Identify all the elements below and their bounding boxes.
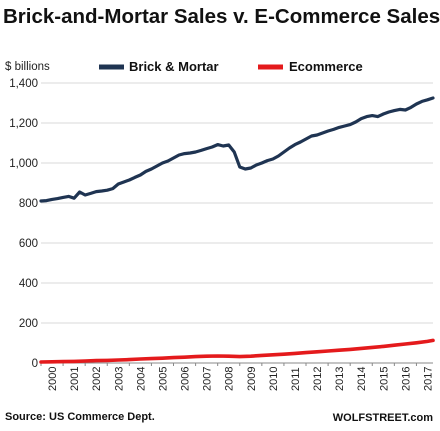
x-tick-label: 2001 xyxy=(69,367,81,391)
x-tick-label: 2003 xyxy=(113,367,125,391)
x-tick-label: 2010 xyxy=(268,367,280,391)
y-tick-label: 600 xyxy=(19,238,38,250)
chart-title: Brick-and-Mortar Sales v. E-Commerce Sal… xyxy=(3,5,440,28)
x-tick-label: 2017 xyxy=(422,367,434,391)
x-tick-label: 2000 xyxy=(47,367,59,391)
x-tick-label: 2014 xyxy=(356,367,368,391)
x-axis-ticks: 2000 2001 2002 2003 2004 2005 2006 2007 2008 2009… xyxy=(40,363,434,391)
x-tick-label: 2012 xyxy=(312,367,324,391)
y-tick-label: 1,400 xyxy=(9,78,38,90)
credit-note: WOLFSTREET.com xyxy=(333,412,433,424)
x-tick-label: 2013 xyxy=(334,367,346,391)
legend: Brick & Mortar Ecommerce xyxy=(99,59,363,74)
y-tick-label: 800 xyxy=(19,198,38,210)
x-tick-label: 2007 xyxy=(202,367,214,391)
source-note: Source: US Commerce Dept. xyxy=(5,411,155,423)
x-tick-label: 2005 xyxy=(157,367,169,391)
gridlines xyxy=(41,82,433,364)
y-tick-label: 1,000 xyxy=(9,158,38,170)
y-tick-label: 400 xyxy=(19,278,38,290)
legend-label-brick-mortar: Brick & Mortar xyxy=(129,59,219,74)
x-tick-label: 2002 xyxy=(91,367,103,391)
x-tick-label: 2004 xyxy=(135,367,147,391)
legend-label-ecommerce: Ecommerce xyxy=(289,59,363,74)
x-tick-label: 2008 xyxy=(224,367,236,391)
y-tick-label: 200 xyxy=(19,318,38,330)
x-tick-label: 2009 xyxy=(246,367,258,391)
x-tick-label: 2015 xyxy=(378,367,390,391)
x-tick-label: 2006 xyxy=(180,367,192,391)
y-axis-ticks: 0 200 400 600 800 1,000 1,200 1,400 xyxy=(9,78,38,370)
x-tick-label: 2016 xyxy=(400,367,412,391)
series-line-brick-mortar xyxy=(39,96,435,203)
y-tick-label: 0 xyxy=(32,358,38,370)
y-axis-unit-label: $ billions xyxy=(5,61,50,73)
y-tick-label: 1,200 xyxy=(9,118,38,130)
series-line-ecommerce xyxy=(39,338,435,364)
x-tick-label: 2011 xyxy=(290,367,302,391)
series-lines xyxy=(39,96,435,364)
